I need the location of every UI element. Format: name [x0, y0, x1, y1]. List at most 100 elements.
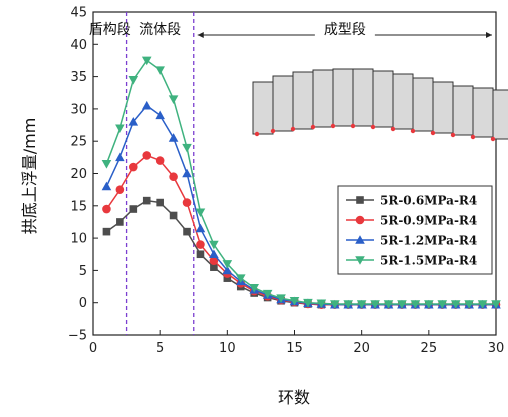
data-point	[155, 66, 165, 75]
x-tick-label: 10	[219, 341, 236, 356]
ring-marker	[330, 123, 336, 129]
data-point	[450, 300, 461, 309]
data-point	[129, 162, 138, 172]
data-point	[101, 181, 112, 191]
ring-segment	[352, 68, 374, 127]
y-tick-label: −5	[68, 329, 87, 344]
data-point	[209, 240, 219, 250]
ring-marker	[470, 134, 476, 140]
data-point	[437, 300, 448, 309]
y-tick-label: 45	[70, 6, 87, 21]
ring-segment	[432, 81, 454, 134]
data-point	[343, 300, 354, 309]
ring-segment	[472, 87, 494, 138]
region-arrow-head	[486, 32, 492, 38]
data-point	[356, 196, 364, 204]
legend-item: 5R-1.2MPa-R4	[346, 234, 477, 248]
data-point	[195, 223, 206, 233]
data-point	[383, 300, 394, 309]
region-boundaries	[125, 12, 195, 335]
region-label: 盾构段	[89, 22, 131, 38]
data-point	[182, 143, 192, 153]
y-tick-label: 25	[70, 135, 87, 150]
y-tick-label: 5	[79, 264, 87, 279]
data-point	[169, 211, 178, 220]
data-point	[101, 160, 112, 169]
data-point	[129, 205, 138, 213]
data-point	[115, 152, 125, 162]
y-axis-title: 拱底上浮量/mm	[20, 118, 39, 235]
ring-marker	[310, 124, 316, 130]
ring-segment	[312, 69, 334, 128]
x-tick-label: 0	[89, 341, 97, 356]
y-tick-label: 0	[79, 296, 87, 311]
data-point	[356, 300, 367, 309]
ring-marker	[370, 124, 376, 130]
data-point	[116, 218, 124, 226]
legend-item: 5R-1.5MPa-R4	[346, 254, 477, 268]
region-label: 流体段	[139, 22, 181, 38]
data-point	[410, 300, 421, 309]
data-series	[101, 56, 501, 309]
data-point	[249, 284, 259, 293]
data-point	[155, 156, 165, 165]
data-point	[235, 274, 246, 283]
legend-item: 5R-0.9MPa-R4	[346, 214, 477, 228]
data-point	[182, 168, 192, 178]
ring-segment	[452, 85, 474, 136]
ring-segment	[492, 89, 508, 140]
ring-marker	[430, 130, 436, 136]
data-point	[209, 256, 219, 266]
legend-label: 5R-1.2MPa-R4	[380, 234, 477, 248]
data-point	[141, 56, 152, 66]
x-axis-title: 环数	[278, 388, 310, 407]
ring-marker	[350, 123, 356, 129]
data-point	[196, 250, 205, 259]
data-point	[196, 240, 205, 249]
x-tick-label: 5	[156, 341, 164, 356]
legend-label: 5R-1.5MPa-R4	[380, 254, 477, 268]
data-point	[182, 198, 192, 207]
data-point	[262, 289, 273, 299]
data-point	[155, 110, 165, 120]
data-point	[128, 117, 139, 126]
data-point	[183, 227, 191, 236]
region-labels: 盾构段 流体段 成型段	[89, 22, 492, 38]
legend-item: 5R-0.6MPa-R4	[346, 194, 477, 208]
data-point	[168, 133, 179, 142]
data-point	[102, 227, 111, 236]
ring-schematic-illustration	[252, 68, 508, 142]
region-label: 成型段	[324, 22, 366, 38]
ring-segment	[272, 75, 294, 132]
ring-marker	[390, 126, 396, 132]
ring-segment	[392, 73, 414, 130]
data-point	[223, 274, 232, 282]
data-point	[477, 300, 488, 309]
data-point	[142, 151, 152, 160]
data-point	[142, 196, 151, 205]
data-point	[491, 300, 501, 309]
data-point	[141, 100, 152, 110]
data-point	[115, 124, 125, 134]
data-point	[168, 95, 179, 105]
data-point	[303, 298, 313, 308]
ring-marker	[490, 136, 496, 142]
legend-label: 5R-0.9MPa-R4	[380, 214, 477, 228]
data-point	[370, 300, 380, 309]
x-tick-label: 20	[353, 341, 370, 356]
series-5R-1.5MPa-R4	[101, 56, 501, 309]
y-tick-label: 30	[70, 102, 87, 117]
x-tick-label: 30	[488, 341, 505, 356]
data-point	[210, 263, 218, 271]
ring-segment	[292, 71, 314, 130]
x-tick-label: 15	[286, 341, 303, 356]
ring-segment	[412, 77, 434, 132]
ring-segment	[332, 68, 354, 127]
data-point	[355, 235, 365, 244]
data-point	[316, 299, 327, 309]
ring-marker	[410, 128, 416, 134]
ring-marker	[270, 128, 276, 134]
data-point	[169, 172, 178, 182]
